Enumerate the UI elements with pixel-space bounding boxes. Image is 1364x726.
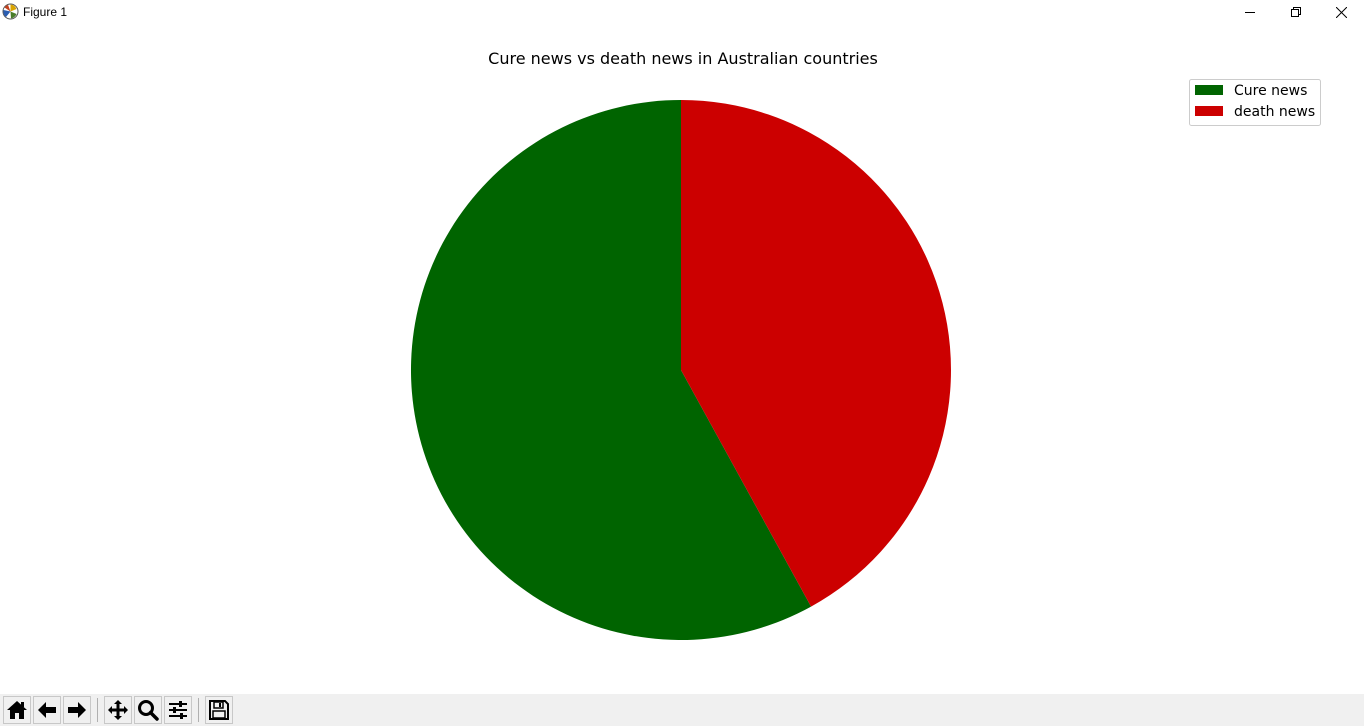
legend: Cure news death news	[1189, 79, 1321, 126]
configure-subplots-icon	[169, 701, 187, 719]
zoom-icon	[138, 700, 159, 721]
configure-subplots-button[interactable]	[164, 696, 192, 724]
pan-button[interactable]	[104, 696, 132, 724]
legend-label-death-news: death news	[1234, 104, 1315, 120]
minimize-icon	[1245, 12, 1255, 13]
title-bar: Figure 1	[0, 0, 1364, 24]
legend-label-cure-news: Cure news	[1234, 83, 1307, 99]
close-icon	[1335, 6, 1347, 18]
toolbar-separator	[97, 698, 98, 722]
back-arrow-icon	[38, 702, 56, 718]
navigation-toolbar	[0, 694, 1364, 726]
restore-button[interactable]	[1273, 0, 1319, 24]
save-button[interactable]	[205, 696, 233, 724]
toolbar-separator	[198, 698, 199, 722]
forward-arrow-icon	[68, 702, 86, 718]
chart-title: Cure news vs death news in Australian co…	[488, 49, 878, 68]
figure-canvas[interactable]: Cure news vs death news in Australian co…	[0, 24, 1364, 694]
zoom-button[interactable]	[134, 696, 162, 724]
restore-icon	[1291, 7, 1301, 17]
pie-chart: Cure news vs death news in Australian co…	[410, 49, 1321, 641]
legend-swatch-death-news	[1195, 106, 1223, 116]
forward-button[interactable]	[63, 696, 91, 724]
matplotlib-app-icon	[2, 3, 19, 20]
window-title: Figure 1	[23, 5, 68, 19]
legend-swatch-cure-news	[1195, 85, 1223, 95]
pan-icon	[108, 700, 128, 720]
minimize-button[interactable]	[1227, 0, 1273, 24]
pie-slice-death-news	[681, 100, 951, 607]
home-icon	[7, 701, 27, 719]
home-button[interactable]	[3, 696, 31, 724]
pie-slice-cure-news	[410, 100, 812, 641]
back-button[interactable]	[33, 696, 61, 724]
close-button[interactable]	[1318, 0, 1364, 24]
save-icon	[209, 700, 229, 720]
pie-slices	[410, 100, 951, 641]
